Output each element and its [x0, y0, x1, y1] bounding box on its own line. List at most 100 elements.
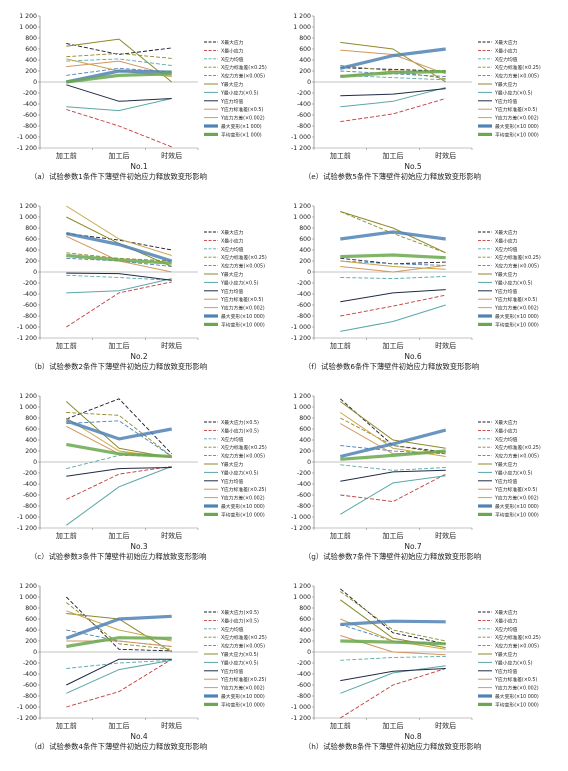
legend-label: Y最大应力 — [494, 461, 517, 468]
legend-label: X应力标准差(×0.25) — [221, 64, 267, 71]
y-tick-label: -1 200 — [17, 145, 37, 152]
series-line-11 — [65, 419, 172, 441]
legend-label: Y应力方差(×0.002) — [220, 115, 265, 122]
legend-label: Y最小应力(×0.5) — [494, 659, 533, 666]
series-line-11 — [65, 231, 173, 263]
series-line-9 — [340, 423, 446, 455]
series-line-12 — [66, 253, 172, 265]
y-tick-label: 400 — [299, 627, 311, 634]
x-axis-label: No.7 — [404, 542, 421, 551]
series-line-3 — [340, 655, 446, 661]
series-line-8 — [340, 88, 446, 97]
series-line-9 — [340, 264, 446, 273]
y-tick-label: 200 — [25, 638, 37, 645]
series-line-6 — [66, 38, 173, 83]
y-tick-label: -800 — [297, 123, 311, 130]
figure-caption: （h）试验参数8条件下薄壁件初始应力释放致变形影响 — [304, 742, 482, 751]
series-line-4 — [66, 602, 172, 650]
legend-label: 平均变形(×10 000) — [221, 511, 265, 518]
y-tick-label: -1 000 — [291, 514, 311, 521]
series-line-7 — [66, 465, 172, 526]
legend-label: Y最大应力(×0.5) — [220, 651, 259, 658]
y-tick-label: -400 — [297, 481, 311, 488]
chart-panel-4: -1 200 -1 000 -800 -600 -400 -200 0 200 400 600 80… — [282, 202, 560, 362]
y-tick-label: 400 — [299, 247, 311, 254]
y-tick-label: 1 200 — [19, 583, 37, 590]
series-line-2 — [66, 658, 172, 708]
x-axis-label: No.5 — [404, 162, 421, 171]
series-line-3 — [340, 74, 446, 81]
legend-label: 平均变形(×10 000) — [221, 701, 265, 708]
chart-svg: -1 200 -1 000 -800 -600 -400 -200 0 200 400 600 80… — [17, 583, 267, 741]
y-tick-label: 400 — [299, 57, 311, 64]
y-tick-label: -1 000 — [17, 514, 37, 521]
x-tick-label: 加工前 — [56, 341, 77, 350]
legend-label: X应力均值 — [221, 246, 244, 253]
series-line-12 — [66, 72, 172, 84]
y-tick-label: -600 — [23, 492, 37, 499]
chart-svg: -1 200 -1 000 -800 -600 -400 -200 0 200 400 600 80… — [291, 13, 541, 171]
legend-label: Y最大应力 — [220, 461, 243, 468]
series-line-11 — [65, 614, 172, 640]
chart-panel-7: -1 200 -1 000 -800 -600 -400 -200 0 200 400 600 80… — [8, 582, 286, 742]
legend-label: 最大变形(×10 000) — [495, 123, 539, 130]
legend-label: X应力方差(×0.005) — [495, 453, 539, 460]
legend-label: X应力标准差(×0.25) — [221, 444, 267, 451]
series-line-2 — [340, 294, 446, 317]
series-line-8 — [66, 658, 172, 686]
series-line-7 — [66, 278, 172, 294]
x-tick-label: 时效后 — [435, 721, 456, 730]
legend-label: Y最大应力 — [494, 81, 517, 88]
chart-svg: -1 200 -1 000 -800 -600 -400 -200 0 200 400 600 80… — [17, 393, 267, 551]
x-tick-label: 时效后 — [161, 721, 182, 730]
series-line-2 — [66, 109, 172, 148]
y-tick-label: -1 200 — [17, 525, 37, 532]
legend-label: Y应力均值 — [494, 478, 517, 485]
legend-label: X应力方差(×0.005) — [495, 643, 539, 650]
series-line-4 — [340, 417, 446, 455]
series-line-6 — [65, 401, 172, 459]
y-tick-label: 1 000 — [293, 404, 311, 411]
legend-label: Y应力方差(×0.002) — [494, 685, 539, 692]
legend-label: 平均变形(×10 000) — [495, 131, 539, 138]
legend-label: 最大变形(×1 000) — [221, 123, 262, 130]
legend-label: 最大变形(×10 000) — [495, 693, 539, 700]
legend-label: X应力均值 — [495, 436, 518, 443]
series-line-8 — [66, 272, 172, 281]
legend-label: Y最小应力(×0.5) — [494, 89, 533, 96]
y-tick-label: -1 000 — [291, 134, 311, 141]
series-line-12 — [340, 69, 446, 79]
y-tick-label: -1 200 — [17, 335, 37, 342]
series-line-8 — [340, 469, 446, 482]
figure-caption: （d）试验参数4条件下薄壁件初始应力释放致变形影响 — [30, 742, 208, 751]
y-tick-label: 200 — [299, 448, 311, 455]
y-tick-label: 1 000 — [19, 404, 37, 411]
y-tick-label: -1 200 — [291, 715, 311, 722]
y-tick-label: -800 — [23, 123, 37, 130]
series-line-10 — [340, 260, 446, 270]
legend-label: Y应力均值 — [220, 668, 243, 675]
y-tick-label: -400 — [297, 101, 311, 108]
legend-label: Y应力标准差(×0.25) — [220, 486, 266, 493]
series-line-7 — [340, 475, 446, 515]
y-tick-label: -800 — [297, 313, 311, 320]
legend-label: Y最小应力(×0.5) — [220, 89, 259, 96]
series-line-1 — [66, 43, 172, 55]
figure-caption: （e）试验参数5条件下薄壁件初始应力释放致变形影响 — [304, 172, 481, 181]
x-tick-label: 加工前 — [330, 531, 351, 540]
legend-label: Y应力方差(×0.002) — [494, 305, 539, 312]
legend-label: 最大变形(×10 000) — [495, 313, 539, 320]
series-line-8 — [66, 467, 172, 477]
series-line-4 — [340, 591, 446, 642]
y-tick-label: -200 — [23, 660, 37, 667]
y-tick-label: -1 000 — [291, 704, 311, 711]
legend-label: Y最小应力(×0.5) — [220, 279, 259, 286]
figure-caption: （c）试验参数3条件下薄壁件初始应力释放致变形影响 — [30, 552, 207, 561]
x-tick-label: 加工前 — [56, 531, 77, 540]
legend-label: X应力均值 — [221, 56, 244, 63]
x-tick-label: 加工后 — [109, 531, 130, 540]
y-tick-label: -800 — [23, 313, 37, 320]
y-tick-label: 0 — [307, 649, 311, 656]
series-line-12 — [66, 442, 172, 459]
legend-label: X应力方差(×0.005) — [221, 73, 265, 80]
